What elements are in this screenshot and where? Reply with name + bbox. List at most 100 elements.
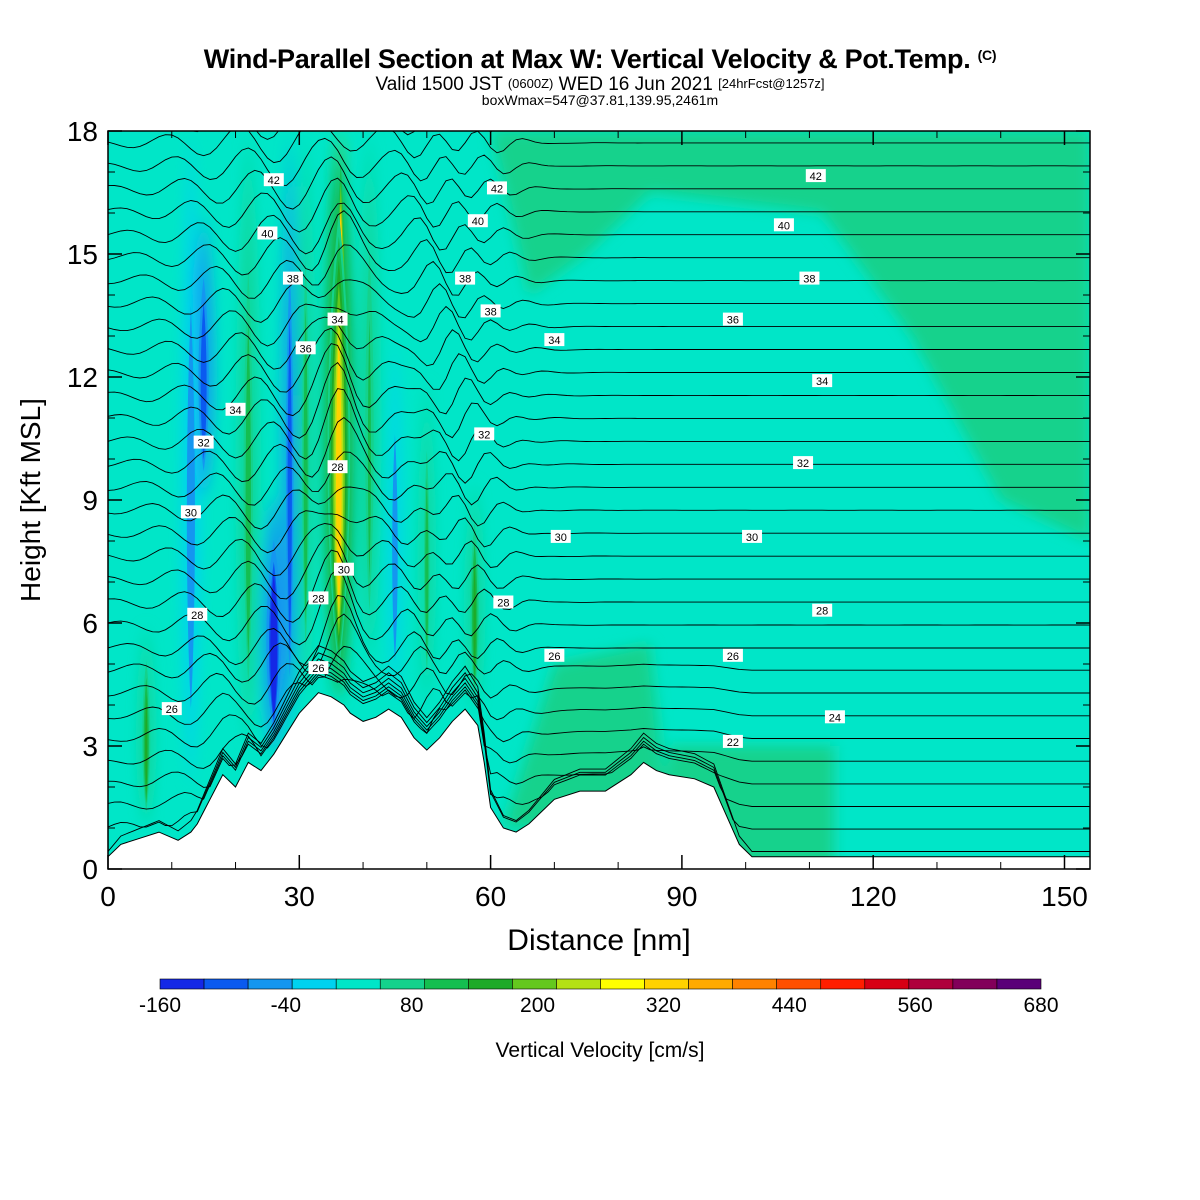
contour-label-text: 38 bbox=[287, 274, 299, 286]
contour-label: 36 bbox=[295, 341, 316, 355]
theta-contour-line bbox=[108, 663, 1090, 788]
theta-contour-line bbox=[108, 343, 1090, 417]
theta-contour-line bbox=[108, 534, 1090, 600]
contour-label-box bbox=[486, 181, 507, 195]
theta-contour-line bbox=[108, 595, 1090, 667]
contour-label-box bbox=[225, 402, 246, 416]
contour-label-text: 26 bbox=[166, 704, 178, 716]
colorbar-swatch bbox=[379, 978, 425, 990]
colorbar-swatch bbox=[952, 978, 998, 990]
vertical-velocity-field bbox=[108, 131, 1090, 869]
theta-contour-line bbox=[108, 156, 1090, 210]
subtitle-date: WED 16 Jun 2021 bbox=[553, 74, 719, 95]
colorbar-swatch bbox=[335, 978, 381, 990]
colorbar-swatch bbox=[556, 978, 601, 990]
contour-label: 38 bbox=[455, 271, 476, 286]
colorbar-swatch bbox=[512, 978, 557, 990]
y-axis-label: Height [Kft MSL] bbox=[15, 398, 46, 602]
contour-label: 40 bbox=[773, 218, 794, 232]
subtitle-valid: Valid 1500 JST bbox=[375, 74, 508, 95]
contour-label-text: 42 bbox=[810, 171, 822, 183]
contour-label-box bbox=[544, 648, 565, 662]
contour-label: 32 bbox=[474, 427, 495, 441]
contour-label: 30 bbox=[742, 529, 763, 544]
colorbar-swatch bbox=[776, 978, 822, 990]
contour-label: 40 bbox=[467, 214, 488, 228]
colorbar-swatch bbox=[468, 978, 513, 990]
colorbar-swatch bbox=[600, 978, 645, 990]
contour-label-text: 32 bbox=[797, 458, 809, 470]
contour-label: 34 bbox=[812, 374, 833, 388]
theta-contour-line bbox=[108, 645, 1090, 852]
theta-contours bbox=[108, 131, 1090, 852]
contour-label-text: 40 bbox=[472, 216, 484, 228]
contour-label-text: 42 bbox=[491, 183, 503, 195]
theta-contour-line bbox=[108, 279, 1090, 323]
colorbar-tick-label: -160 bbox=[139, 994, 181, 1017]
contour-label-box bbox=[793, 456, 814, 470]
vv-plume-core bbox=[288, 343, 292, 641]
contour-label-box bbox=[333, 562, 354, 576]
theta-contour-line bbox=[108, 131, 1090, 164]
contour-label-text: 38 bbox=[484, 306, 496, 318]
theta-contour-line bbox=[108, 510, 1090, 554]
x-tick-label: 90 bbox=[666, 881, 697, 912]
x-tick-label: 30 bbox=[284, 881, 315, 912]
colorbar: -160 -40 80 200 320 440 560 680 bbox=[139, 978, 1059, 1017]
contour-label: 22 bbox=[722, 734, 743, 749]
theta-contour-line bbox=[108, 417, 1090, 484]
vv-plume-core bbox=[393, 465, 397, 646]
theta-contour-line bbox=[108, 523, 1090, 577]
contour-label-box bbox=[327, 312, 348, 326]
theta-contour-line bbox=[108, 451, 1090, 506]
contour-label-text: 36 bbox=[300, 343, 312, 355]
contour-label: 30 bbox=[550, 529, 571, 544]
contour-label: 26 bbox=[722, 648, 743, 663]
contour-label-box bbox=[455, 271, 476, 285]
contour-label-box bbox=[193, 435, 214, 449]
field-region-lower-right-cyan bbox=[834, 746, 1090, 869]
subtitle-forecast: [24hrFcst@1257z] bbox=[718, 76, 825, 91]
theta-contour-line bbox=[108, 667, 1090, 769]
contour-label-box bbox=[722, 734, 743, 748]
terrain-fill bbox=[108, 692, 1090, 869]
contour-label: 32 bbox=[193, 435, 214, 450]
colorbar-swatch bbox=[864, 978, 910, 990]
contour-label-text: 42 bbox=[268, 175, 280, 187]
theta-contour-line bbox=[108, 645, 1090, 705]
colorbar-tick-label: 560 bbox=[898, 994, 933, 1017]
contour-label: 28 bbox=[493, 595, 514, 610]
colorbar-label: Vertical Velocity [cm/s] bbox=[496, 1039, 705, 1062]
contour-label-box bbox=[308, 661, 329, 675]
contour-label-text: 34 bbox=[229, 405, 241, 417]
y-tick-label: 6 bbox=[82, 608, 98, 639]
contour-label: 42 bbox=[486, 181, 507, 195]
contour-label-box bbox=[544, 333, 565, 347]
contour-label: 34 bbox=[544, 333, 565, 347]
colorbar-swatch bbox=[908, 978, 954, 990]
contour-label-box bbox=[742, 529, 763, 543]
colorbar-swatch bbox=[247, 978, 293, 990]
chart-title: Wind-Parallel Section at Max W: Vertical… bbox=[203, 44, 997, 74]
contour-label: 42 bbox=[805, 169, 826, 183]
contour-label: 38 bbox=[282, 271, 303, 286]
y-tick-label: 0 bbox=[82, 854, 98, 885]
contour-label-box bbox=[480, 304, 501, 318]
theta-contour-line bbox=[108, 388, 1090, 462]
theta-contour-line bbox=[108, 303, 1090, 347]
contour-label-box bbox=[722, 312, 743, 326]
x-tick-label: 0 bbox=[100, 881, 116, 912]
terrain bbox=[108, 692, 1090, 869]
colorbar-tick-label: 80 bbox=[400, 994, 423, 1017]
colorbar-swatch bbox=[820, 978, 866, 990]
contour-label: 32 bbox=[793, 456, 814, 470]
contour-label-text: 28 bbox=[312, 593, 324, 605]
contour-label-text: 38 bbox=[459, 274, 471, 286]
contour-label-text: 30 bbox=[555, 532, 567, 544]
x-tick-label: 120 bbox=[850, 881, 897, 912]
theta-contour-line bbox=[108, 210, 1090, 276]
contour-label-box bbox=[180, 505, 201, 519]
colorbar-tick-label: 320 bbox=[646, 994, 681, 1017]
